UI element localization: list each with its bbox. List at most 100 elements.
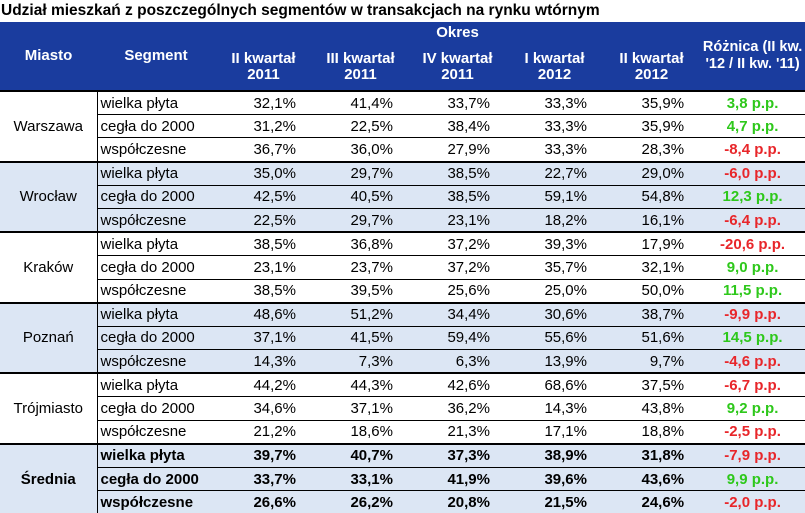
- difference-cell: -7,9 p.p.: [700, 442, 805, 468]
- segment-cell: współczesne: [97, 490, 215, 513]
- value-cell: 18,6%: [312, 419, 409, 444]
- city-cell: Kraków: [0, 231, 98, 303]
- value-cell: 38,5%: [215, 278, 312, 303]
- value-cell: 36,7%: [215, 137, 312, 162]
- table-row: Warszawa wielka płyta 32,1% 41,4% 33,7% 33,3%…: [0, 90, 805, 162]
- difference-cell: -8,4 p.p.: [700, 137, 805, 162]
- value-cell: 25,6%: [409, 278, 506, 303]
- value-cell: 50,0%: [603, 278, 701, 303]
- segment-cell: współczesne: [97, 137, 215, 162]
- value-cell: 40,5%: [312, 184, 409, 209]
- difference-cell: 11,5 p.p.: [700, 278, 805, 303]
- table-body: Warszawa wielka płyta 32,1% 41,4% 33,7% 33,3%…: [0, 90, 805, 513]
- segment-cell: wielka płyta: [97, 90, 215, 115]
- value-cell: 33,3%: [506, 114, 603, 138]
- value-cell: 44,2%: [215, 372, 312, 397]
- value-cell: 25,0%: [506, 278, 603, 303]
- value-cell: 34,6%: [215, 396, 312, 421]
- segment-cell: współczesne: [97, 419, 215, 444]
- segment-cell: cegła do 2000: [97, 466, 215, 491]
- value-cell: 37,1%: [215, 325, 312, 350]
- difference-cell: -9,9 p.p.: [700, 301, 805, 327]
- value-cell: 26,2%: [312, 490, 409, 513]
- city-cell: Trójmiasto: [0, 372, 98, 444]
- value-cell: 21,3%: [409, 419, 506, 444]
- table-row: cegła do 2000 42,5% 40,5% 38,5% 59,1% 54,8% 12…: [0, 184, 805, 209]
- difference-cell: 9,2 p.p.: [700, 396, 805, 421]
- value-cell: 36,8%: [312, 231, 409, 256]
- segment-cell: cegła do 2000: [97, 396, 215, 421]
- table-row: cegła do 2000 31,2% 22,5% 38,4% 33,3% 35,9% 4,…: [0, 114, 805, 138]
- difference-cell: 4,7 p.p.: [700, 114, 805, 138]
- segment-cell: cegła do 2000: [97, 184, 215, 209]
- value-cell: 38,5%: [409, 184, 506, 209]
- value-cell: 29,7%: [312, 207, 409, 233]
- value-cell: 54,8%: [603, 184, 701, 209]
- value-cell: 38,5%: [215, 231, 312, 256]
- city-cell: Wrocław: [0, 160, 98, 233]
- table-row: cegła do 2000 34,6% 37,1% 36,2% 14,3% 43,8% 9,…: [0, 396, 805, 421]
- value-cell: 22,7%: [506, 160, 603, 186]
- value-cell: 33,7%: [215, 466, 312, 491]
- value-cell: 34,4%: [409, 301, 506, 327]
- value-cell: 37,2%: [409, 231, 506, 256]
- value-cell: 36,2%: [409, 396, 506, 421]
- value-cell: 59,1%: [506, 184, 603, 209]
- value-cell: 39,5%: [312, 278, 409, 303]
- value-cell: 37,1%: [312, 396, 409, 421]
- table-row: współczesne 14,3% 7,3% 6,3% 13,9% 9,7% -4,6 p.…: [0, 349, 805, 374]
- value-cell: 7,3%: [312, 349, 409, 374]
- value-cell: 35,7%: [506, 255, 603, 279]
- value-cell: 18,2%: [506, 207, 603, 233]
- value-cell: 23,1%: [409, 207, 506, 233]
- value-cell: 23,7%: [312, 255, 409, 279]
- table-row: cegła do 2000 33,7% 33,1% 41,9% 39,6% 43,6% 9,…: [0, 466, 805, 491]
- table-row: cegła do 2000 37,1% 41,5% 59,4% 55,6% 51,6% 14…: [0, 325, 805, 350]
- value-cell: 39,6%: [506, 466, 603, 491]
- segment-cell: cegła do 2000: [97, 114, 215, 138]
- segment-cell: współczesne: [97, 207, 215, 233]
- table-row: Trójmiasto wielka płyta 44,2% 44,3% 42,6% 68,…: [0, 372, 805, 444]
- value-cell: 31,2%: [215, 114, 312, 138]
- value-cell: 36,0%: [312, 137, 409, 162]
- value-cell: 37,5%: [603, 372, 701, 397]
- header-period-col: III kwartał 2011: [312, 44, 409, 91]
- city-cell: Poznań: [0, 301, 98, 374]
- value-cell: 37,2%: [409, 255, 506, 279]
- value-cell: 38,5%: [409, 160, 506, 186]
- table-row: współczesne 36,7% 36,0% 27,9% 33,3% 28,3% -8,4…: [0, 137, 805, 162]
- value-cell: 33,3%: [506, 137, 603, 162]
- value-cell: 18,8%: [603, 419, 701, 444]
- difference-cell: 9,9 p.p.: [700, 466, 805, 491]
- value-cell: 28,3%: [603, 137, 701, 162]
- header-period: Okres: [215, 22, 701, 44]
- value-cell: 42,6%: [409, 372, 506, 397]
- table-row: współczesne 26,6% 26,2% 20,8% 21,5% 24,6% -2,0…: [0, 490, 805, 513]
- value-cell: 41,4%: [312, 90, 409, 115]
- difference-cell: -6,7 p.p.: [700, 372, 805, 397]
- value-cell: 23,1%: [215, 255, 312, 279]
- value-cell: 41,9%: [409, 466, 506, 491]
- value-cell: 35,9%: [603, 90, 701, 115]
- table-row: Kraków wielka płyta 38,5% 36,8% 37,2% 39,3% 17…: [0, 231, 805, 303]
- table-row: Poznań wielka płyta 48,6% 51,2% 34,4% 30,6% 38…: [0, 301, 805, 374]
- value-cell: 44,3%: [312, 372, 409, 397]
- segment-cell: wielka płyta: [97, 301, 215, 327]
- value-cell: 21,5%: [506, 490, 603, 513]
- value-cell: 22,5%: [312, 114, 409, 138]
- value-cell: 29,7%: [312, 160, 409, 186]
- value-cell: 35,0%: [215, 160, 312, 186]
- value-cell: 39,7%: [215, 442, 312, 468]
- difference-cell: -2,5 p.p.: [700, 419, 805, 444]
- value-cell: 33,7%: [409, 90, 506, 115]
- header-difference: Różnica (II kw. '12 / II kw. '11): [700, 22, 805, 91]
- value-cell: 43,6%: [603, 466, 701, 491]
- value-cell: 14,3%: [215, 349, 312, 374]
- value-cell: 20,8%: [409, 490, 506, 513]
- table-row: cegła do 2000 23,1% 23,7% 37,2% 35,7% 32,1% 9,…: [0, 255, 805, 279]
- table-row: Wrocław wielka płyta 35,0% 29,7% 38,5% 22,7% 2…: [0, 160, 805, 233]
- value-cell: 51,6%: [603, 325, 701, 350]
- value-cell: 33,3%: [506, 90, 603, 115]
- value-cell: 31,8%: [603, 442, 701, 468]
- value-cell: 9,7%: [603, 349, 701, 374]
